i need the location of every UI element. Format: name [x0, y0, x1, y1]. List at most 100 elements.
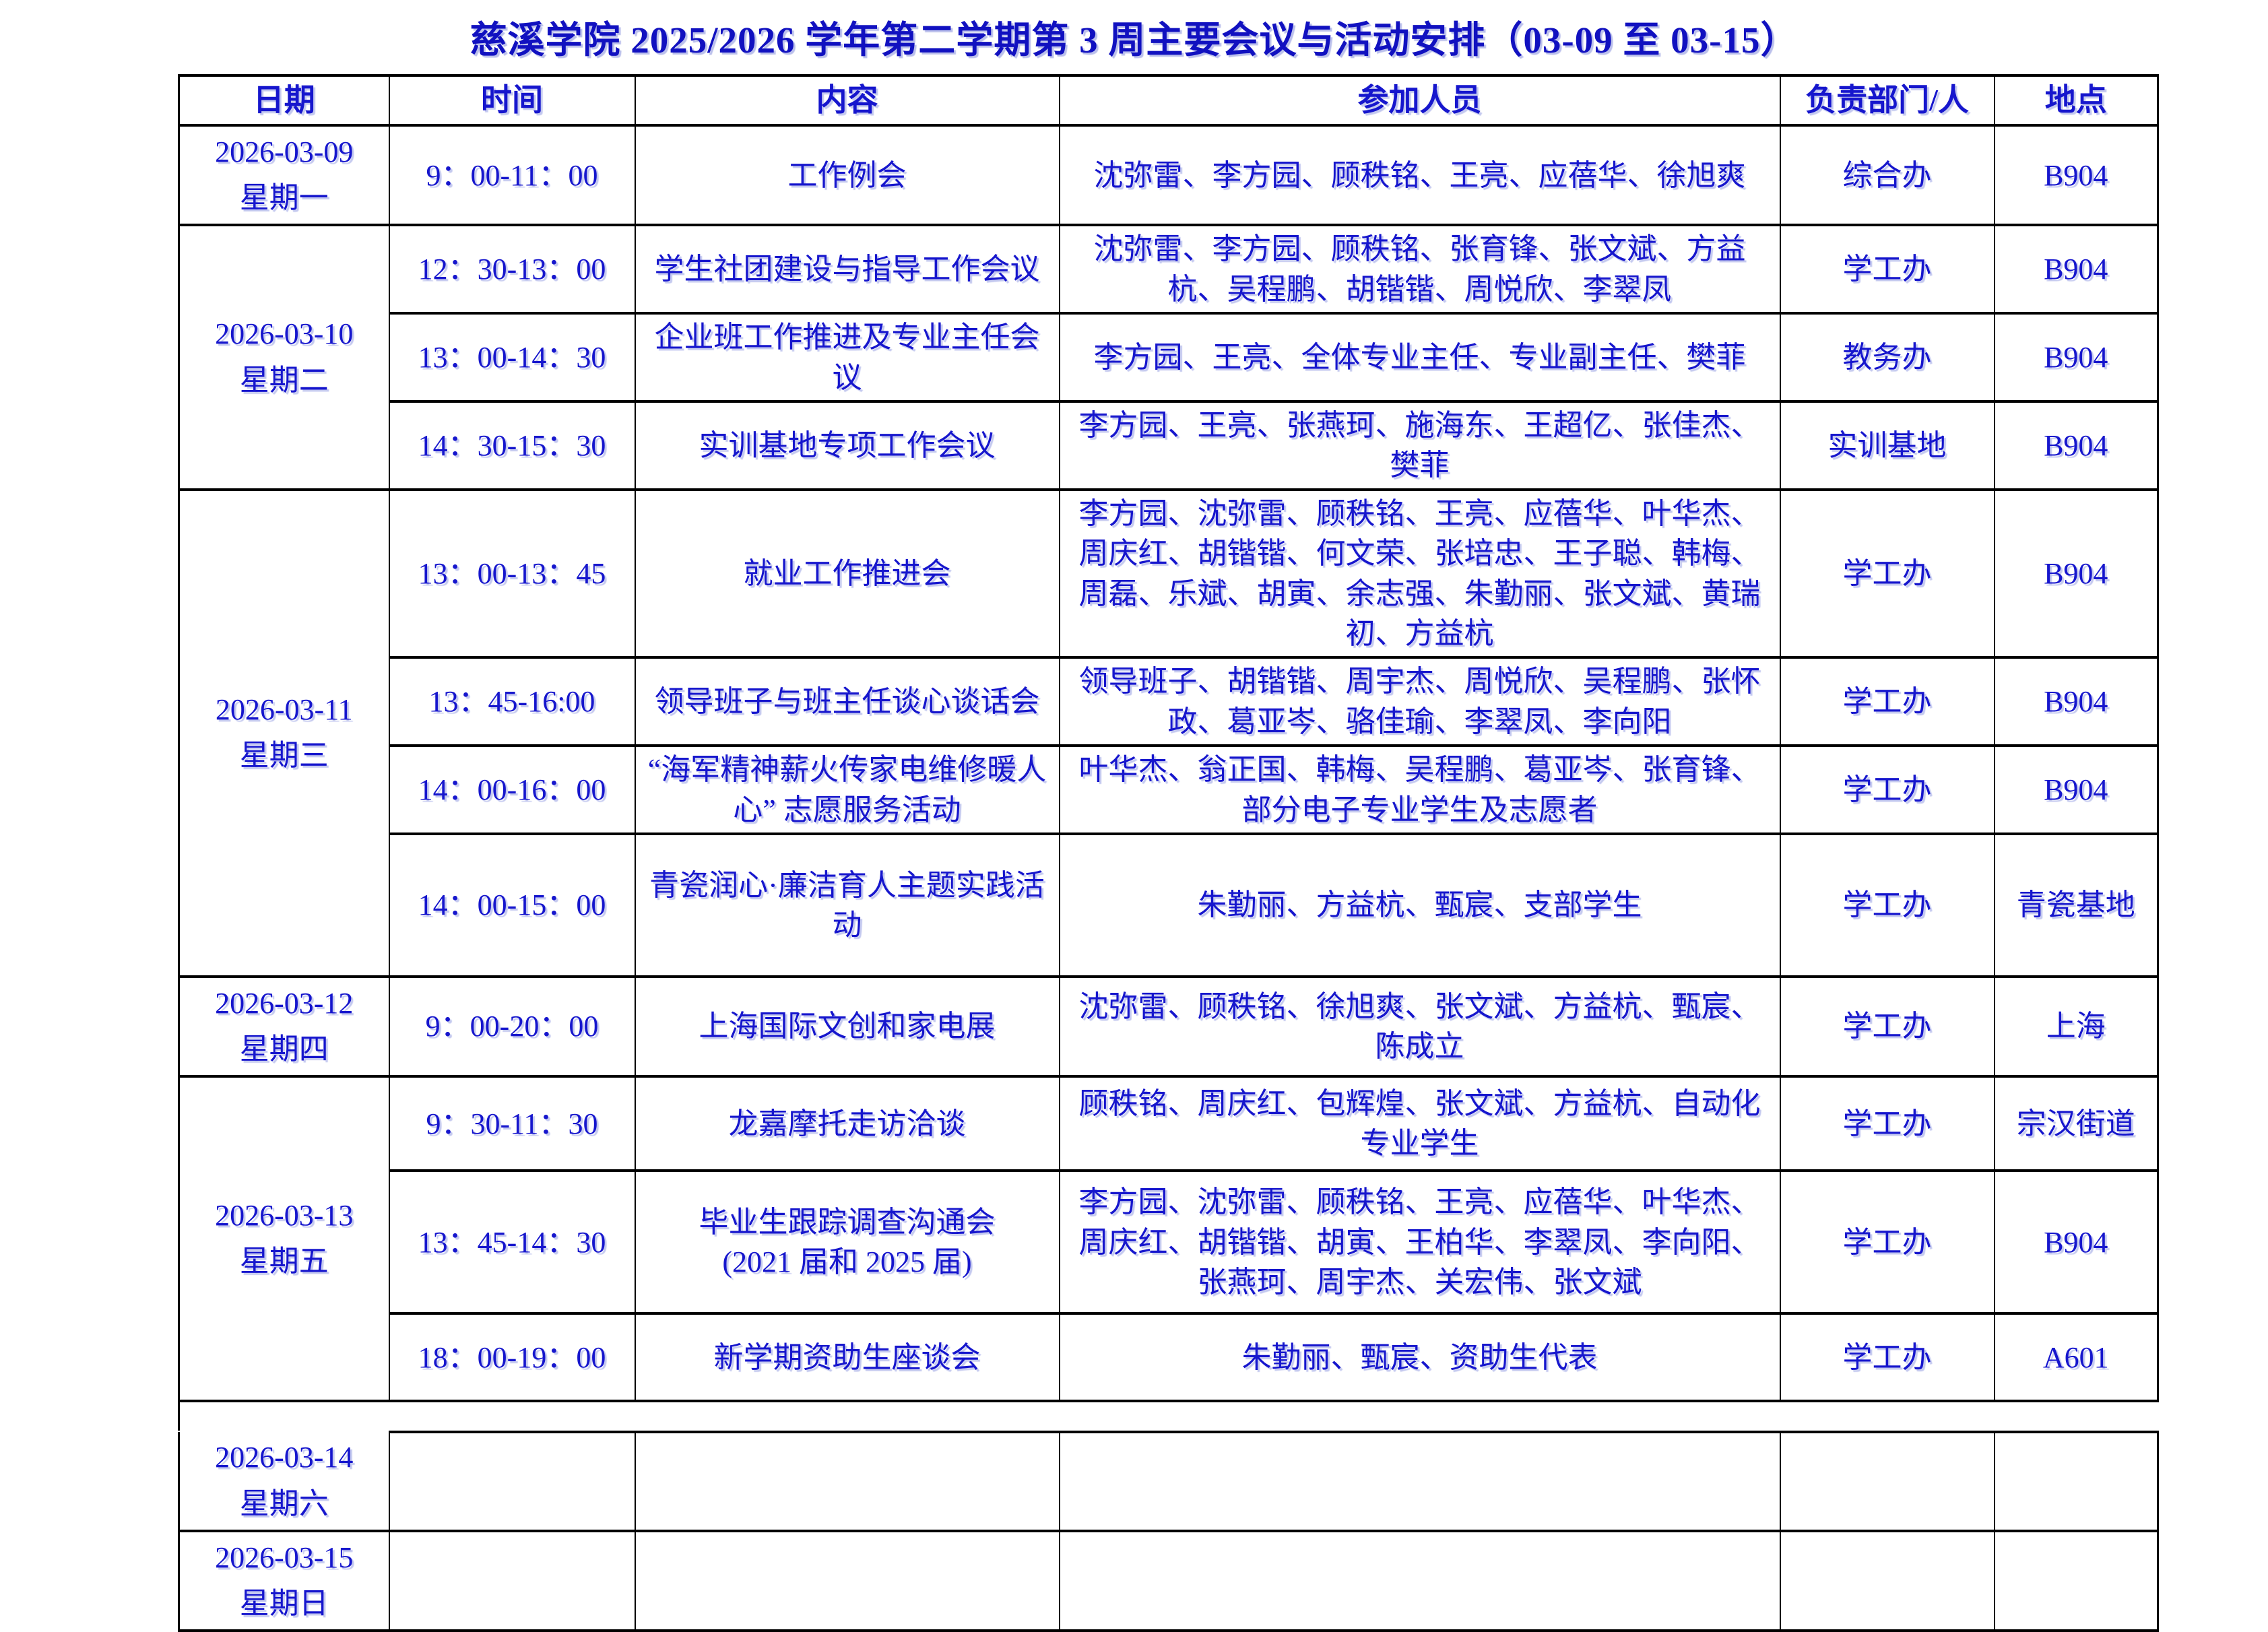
date-text: 2026-03-13	[215, 1199, 354, 1233]
schedule-page: 慈溪学院 2025/2026 学年第二学期第 3 周主要会议与活动安排（03-0…	[0, 9, 2268, 1632]
dept-cell: 学工办	[1779, 1169, 1995, 1315]
date-cell: 2026-03-15 星期日	[178, 1529, 390, 1632]
weekday-text: 星期日	[239, 1586, 329, 1620]
dept-cell: 学工办	[1779, 224, 1995, 315]
participants-cell: 沈弥雷、顾秩铭、徐旭爽、张文斌、方益杭、甄宸、陈成立	[1058, 975, 1781, 1078]
content-cell: 企业班工作推进及专业主任会议	[634, 312, 1060, 403]
time-cell: 9：30-11：30	[388, 1075, 636, 1173]
content-cell: 青瓷润心·廉洁育人主题实践活动	[634, 832, 1060, 978]
time-cell: 14：00-16：00	[388, 744, 636, 835]
table-row: 2026-03-14 星期六	[178, 1431, 2159, 1532]
content-cell: 毕业生跟踪调查沟通会 (2021 届和 2025 届)	[634, 1169, 1060, 1315]
header-dept: 负责部门/人	[1779, 73, 1995, 127]
location-cell: A601	[1993, 1312, 2159, 1403]
location-cell: B904	[1993, 744, 2159, 835]
table-row: 13：45-16:00 领导班子与班主任谈心谈话会 领导班子、胡锴锴、周宇杰、周…	[179, 656, 2159, 748]
dept-cell: 实训基地	[1779, 400, 1995, 491]
time-cell	[388, 1431, 636, 1532]
weekday-text: 星期五	[239, 1245, 329, 1278]
content-cell: 龙嘉摩托走访洽谈	[634, 1075, 1060, 1173]
participants-cell: 朱勤丽、方益杭、甄宸、支部学生	[1058, 832, 1781, 978]
time-cell: 18：00-19：00	[388, 1312, 636, 1403]
weekday-text: 星期四	[239, 1033, 329, 1066]
date-cell: 2026-03-09 星期一	[178, 124, 390, 227]
location-cell: 青瓷基地	[1993, 832, 2159, 978]
header-location: 地点	[1993, 73, 2159, 127]
content-cell	[634, 1529, 1060, 1632]
participants-cell: 李方园、王亮、全体专业主任、专业副主任、樊菲	[1058, 312, 1781, 403]
table-row: 2026-03-10 星期二 12：30-13：00 学生社团建设与指导工作会议…	[178, 224, 2159, 491]
location-cell: B904	[1993, 224, 2159, 315]
table-row: 14：00-16：00 “海军精神薪火传家电维修暖人心” 志愿服务活动 叶华杰、…	[179, 744, 2159, 835]
dept-cell	[1779, 1529, 1995, 1632]
date-cell: 2026-03-11 星期三	[178, 488, 390, 978]
participants-cell: 顾秩铭、周庆红、包辉煌、张文斌、方益杭、自动化专业学生	[1058, 1075, 1781, 1173]
participants-cell: 沈弥雷、李方园、顾秩铭、王亮、应蓓华、徐旭爽	[1058, 124, 1781, 227]
time-cell: 9：00-11：00	[388, 124, 636, 227]
table-row: 2026-03-12 星期四 9：00-20：00 上海国际文创和家电展 沈弥雷…	[178, 975, 2159, 1078]
dept-cell: 学工办	[1779, 1312, 1995, 1403]
dept-cell: 学工办	[1779, 832, 1995, 978]
time-cell: 14：30-15：30	[388, 400, 636, 491]
gap-border-stub	[178, 1402, 180, 1431]
table-gap	[0, 1402, 2268, 1431]
participants-cell: 领导班子、胡锴锴、周宇杰、周悦欣、吴程鹏、张怀政、葛亚岑、骆佳瑜、李翠凤、李向阳	[1058, 656, 1781, 748]
weekend-table: 2026-03-14 星期六 2026-03-15 星期日	[178, 1431, 2159, 1632]
date-text: 2026-03-11	[215, 693, 353, 727]
content-cell: 新学期资助生座谈会	[634, 1312, 1060, 1403]
content-cell: 领导班子与班主任谈心谈话会	[634, 656, 1060, 748]
location-cell	[1993, 1431, 2159, 1532]
content-cell: 工作例会	[634, 124, 1060, 227]
participants-cell: 李方园、王亮、张燕珂、施海东、王超亿、张佳杰、樊菲	[1058, 400, 1781, 491]
participants-cell: 李方园、沈弥雷、顾秩铭、王亮、应蓓华、叶华杰、周庆红、胡锴锴、何文荣、张培忠、王…	[1058, 488, 1781, 659]
content-cell: 上海国际文创和家电展	[634, 975, 1060, 1078]
dept-cell: 学工办	[1779, 975, 1995, 1078]
date-cell: 2026-03-14 星期六	[178, 1432, 390, 1532]
date-text: 2026-03-09	[215, 135, 354, 169]
dept-cell: 学工办	[1779, 656, 1995, 748]
location-cell	[1993, 1529, 2159, 1632]
table-row: 13：45-14：30 毕业生跟踪调查沟通会 (2021 届和 2025 届) …	[179, 1169, 2159, 1315]
dept-cell	[1779, 1431, 1995, 1532]
time-cell: 9：00-20：00	[388, 975, 636, 1078]
header-row: 日期 时间 内容 参加人员 负责部门/人 地点	[178, 73, 2159, 127]
participants-cell	[1058, 1529, 1781, 1632]
content-cell: 实训基地专项工作会议	[634, 400, 1060, 491]
participants-cell: 朱勤丽、甄宸、资助生代表	[1058, 1312, 1781, 1403]
content-line1: 毕业生跟踪调查沟通会	[699, 1205, 996, 1239]
dept-cell: 学工办	[1779, 744, 1995, 835]
table-row: 2026-03-15 星期日	[178, 1529, 2159, 1632]
schedule-table: 日期 时间 内容 参加人员 负责部门/人 地点 2026-03-09 星期一 9…	[178, 73, 2159, 1403]
participants-cell: 李方园、沈弥雷、顾秩铭、王亮、应蓓华、叶华杰、周庆红、胡锴锴、胡寅、王柏华、李翠…	[1058, 1169, 1781, 1315]
location-cell: 上海	[1993, 975, 2159, 1078]
dept-cell: 学工办	[1779, 1075, 1995, 1173]
date-text: 2026-03-14	[215, 1441, 354, 1474]
dept-cell: 教务办	[1779, 312, 1995, 403]
table-row: 14：30-15：30 实训基地专项工作会议 李方园、王亮、张燕珂、施海东、王超…	[179, 400, 2159, 491]
content-cell: 就业工作推进会	[634, 488, 1060, 659]
participants-cell	[1058, 1431, 1781, 1532]
table-row: 14：00-15：00 青瓷润心·廉洁育人主题实践活动 朱勤丽、方益杭、甄宸、支…	[179, 832, 2159, 978]
date-text: 2026-03-10	[215, 317, 354, 351]
location-cell: B904	[1993, 656, 2159, 748]
dept-cell: 学工办	[1779, 488, 1995, 659]
header-time: 时间	[388, 73, 636, 127]
time-cell: 12：30-13：00	[388, 224, 636, 315]
date-text: 2026-03-12	[215, 986, 354, 1020]
time-cell: 13：45-16:00	[388, 656, 636, 748]
content-cell	[634, 1431, 1060, 1532]
content-line2: (2021 届和 2025 届)	[722, 1245, 972, 1279]
table-row: 13：00-14：30 企业班工作推进及专业主任会议 李方园、王亮、全体专业主任…	[179, 312, 2159, 403]
table-row: 2026-03-11 星期三 13：00-13：45 就业工作推进会 李方园、沈…	[178, 488, 2159, 978]
location-cell: B904	[1993, 400, 2159, 491]
location-cell: B904	[1993, 312, 2159, 403]
location-cell: B904	[1993, 1169, 2159, 1315]
table-row: 2026-03-13 星期五 9：30-11：30 龙嘉摩托走访洽谈 顾秩铭、周…	[178, 1075, 2159, 1403]
time-cell: 13：45-14：30	[388, 1169, 636, 1315]
weekday-text: 星期三	[239, 739, 329, 773]
header-content: 内容	[634, 73, 1060, 127]
header-date: 日期	[178, 73, 390, 127]
location-cell: 宗汉街道	[1993, 1075, 2159, 1173]
time-cell: 13：00-14：30	[388, 312, 636, 403]
participants-cell: 沈弥雷、李方园、顾秩铭、张育锋、张文斌、方益杭、吴程鹏、胡锴锴、周悦欣、李翠凤	[1058, 224, 1781, 315]
